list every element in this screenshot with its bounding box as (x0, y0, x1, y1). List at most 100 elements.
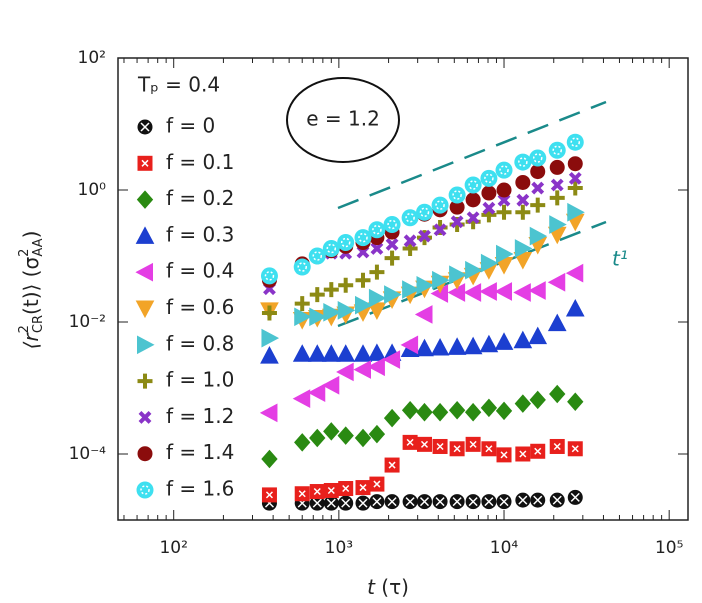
data-point (307, 383, 326, 402)
data-point (464, 176, 482, 194)
data-point (431, 196, 449, 214)
legend-label: f = 0.6 (166, 295, 234, 319)
data-point (353, 344, 373, 362)
data-point (567, 202, 585, 222)
legend-label: f = 1.0 (166, 368, 234, 392)
data-point-detail (571, 445, 579, 453)
data-point (415, 203, 433, 221)
data-point (515, 174, 531, 190)
data-point (528, 326, 548, 345)
data-point (307, 344, 327, 362)
data-point (530, 164, 546, 180)
data-point (515, 204, 531, 220)
data-point (368, 288, 387, 308)
data-point (432, 270, 450, 290)
data-point (337, 301, 356, 320)
data-point (528, 281, 546, 300)
data-point-detail (313, 487, 321, 496)
data-point (321, 344, 341, 362)
data-point-detail (372, 224, 382, 235)
data-point (294, 307, 312, 327)
data-point-detail (342, 484, 350, 493)
data-point (480, 169, 498, 187)
data-point (260, 267, 278, 285)
data-point (309, 428, 326, 448)
data-point (354, 428, 372, 448)
data-point-detail (373, 480, 381, 488)
y-label-part: 2 (17, 249, 32, 257)
data-point-detail (265, 491, 273, 499)
data-point (449, 199, 465, 215)
data-point-detail (499, 497, 509, 507)
data-point-detail (312, 251, 323, 261)
data-point (496, 182, 512, 198)
data-point-detail (388, 461, 396, 469)
legend-marker (137, 373, 153, 389)
data-point-detail (327, 486, 335, 495)
data-point (367, 357, 385, 377)
data-point (496, 244, 514, 264)
legend-marker (137, 446, 153, 462)
data-point (465, 260, 483, 280)
data-point-detail (387, 219, 397, 230)
data-point (529, 390, 546, 410)
plot-frame (117, 57, 689, 521)
data-point (401, 401, 419, 420)
legend-label: f = 0 (166, 114, 215, 138)
legend-marker (135, 226, 155, 244)
y-tick-label: 10² (78, 48, 106, 68)
data-point (494, 332, 514, 350)
legend-marker-detail (140, 122, 150, 132)
data-point (479, 334, 499, 353)
data-point (448, 401, 466, 420)
legend-label: f = 0.1 (166, 150, 234, 174)
legend-title: Tₚ = 0.4 (137, 73, 220, 97)
data-point-detail (326, 243, 337, 254)
legend-label: f = 0.2 (166, 186, 234, 210)
data-point (336, 362, 354, 382)
data-point (463, 283, 482, 302)
legend-label: f = 0.8 (166, 331, 234, 355)
data-point (309, 307, 327, 327)
data-point (355, 272, 371, 288)
data-point (529, 149, 547, 167)
y-tick-label: 10⁻² (69, 312, 106, 332)
data-point-detail (341, 498, 351, 508)
x-axis-label-part: t (367, 575, 376, 599)
data-point (514, 153, 532, 171)
data-point (337, 426, 354, 445)
data-point-detail (298, 490, 306, 498)
data-point-detail (406, 438, 414, 446)
data-point (447, 337, 467, 355)
data-point (549, 384, 566, 404)
data-point (479, 282, 497, 301)
data-point (323, 282, 339, 298)
data-point (568, 171, 582, 185)
data-point (549, 190, 565, 206)
data-point (369, 264, 385, 280)
data-point (384, 285, 402, 304)
data-point (323, 303, 341, 322)
data-point-detail (570, 492, 580, 502)
data-point (567, 392, 584, 411)
data-point (385, 237, 399, 251)
data-point (449, 265, 467, 285)
data-point-detail (419, 207, 430, 218)
data-point (261, 328, 280, 348)
y-axis-label: ⟨r2CR(t)⟩ (σ2AA) (17, 231, 46, 350)
data-point (531, 181, 545, 195)
data-point (547, 272, 566, 292)
data-point-detail (519, 450, 527, 458)
data-point (323, 422, 340, 441)
data-point-detail (532, 153, 543, 163)
data-point-detail (452, 190, 462, 200)
data-point (464, 402, 482, 422)
data-point (550, 178, 564, 192)
y-label-part: (t)⟩ (σ (19, 257, 43, 315)
data-point (260, 346, 279, 364)
data-point (513, 283, 531, 302)
data-point (336, 344, 356, 362)
data-point (430, 337, 450, 356)
data-point-detail (372, 497, 382, 507)
data-point (370, 242, 384, 255)
